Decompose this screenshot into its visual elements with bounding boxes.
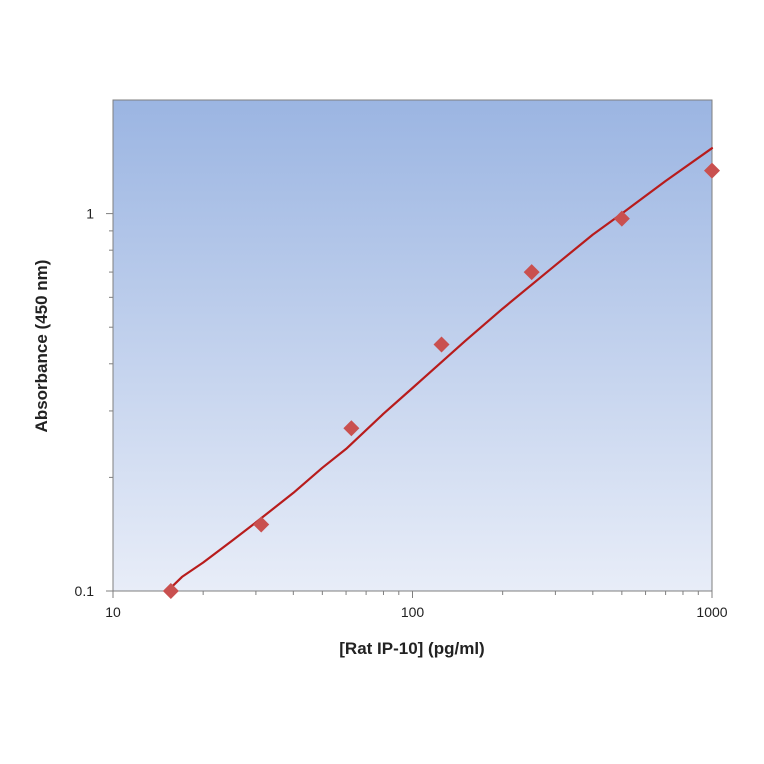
y-axis: 0.11 — [75, 206, 113, 599]
fit-curve — [169, 147, 714, 589]
y-tick-label: 1 — [86, 206, 94, 222]
data-point — [433, 336, 450, 353]
data-point — [704, 162, 720, 179]
series-layer — [162, 147, 720, 599]
x-tick-label: 10 — [105, 604, 121, 620]
data-point — [343, 420, 360, 437]
x-tick-label: 1000 — [696, 604, 727, 620]
x-axis: 10 100 1000 — [105, 591, 728, 620]
x-tick-label: 100 — [401, 604, 425, 620]
data-point — [613, 210, 630, 227]
x-axis-title: [Rat IP-10] (pg/ml) — [339, 639, 484, 658]
data-point — [162, 583, 179, 599]
data-point — [253, 516, 270, 533]
y-tick-label: 0.1 — [75, 583, 95, 599]
y-axis-title: Absorbance (450 nm) — [32, 260, 51, 433]
data-point — [523, 264, 540, 281]
plot-area — [112, 99, 713, 592]
